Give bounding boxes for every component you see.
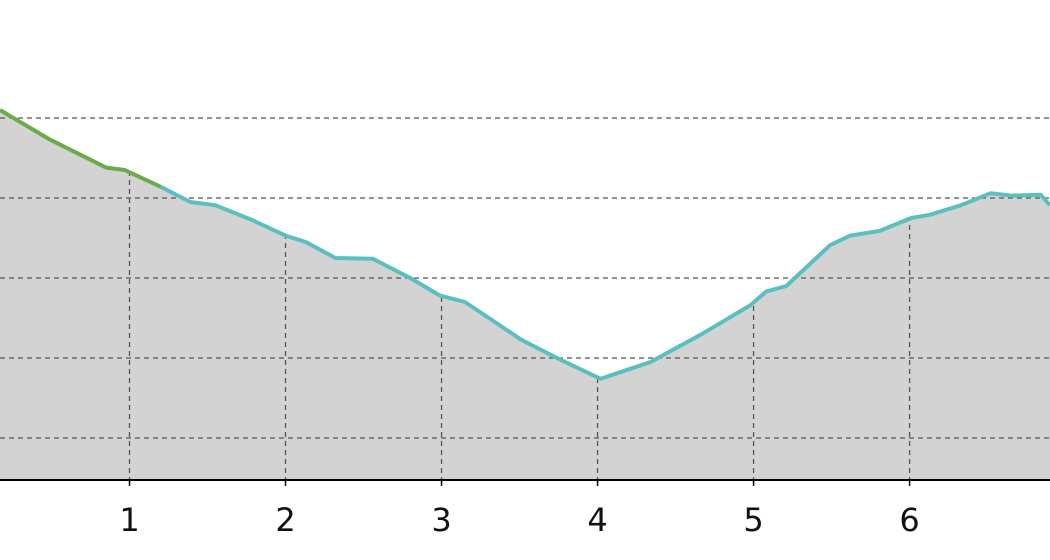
elevation-line bbox=[0, 108, 162, 189]
x-tick-label: 6 bbox=[899, 501, 919, 539]
area-fill bbox=[0, 109, 162, 481]
x-tick-label: 3 bbox=[431, 501, 451, 539]
x-tick-label: 5 bbox=[743, 501, 763, 539]
elevation-line bbox=[159, 185, 1050, 381]
x-tick-label: 4 bbox=[587, 501, 607, 539]
area-fill bbox=[160, 185, 1050, 481]
x-tick-label: 1 bbox=[119, 501, 139, 539]
x-tick-label: 2 bbox=[275, 501, 295, 539]
